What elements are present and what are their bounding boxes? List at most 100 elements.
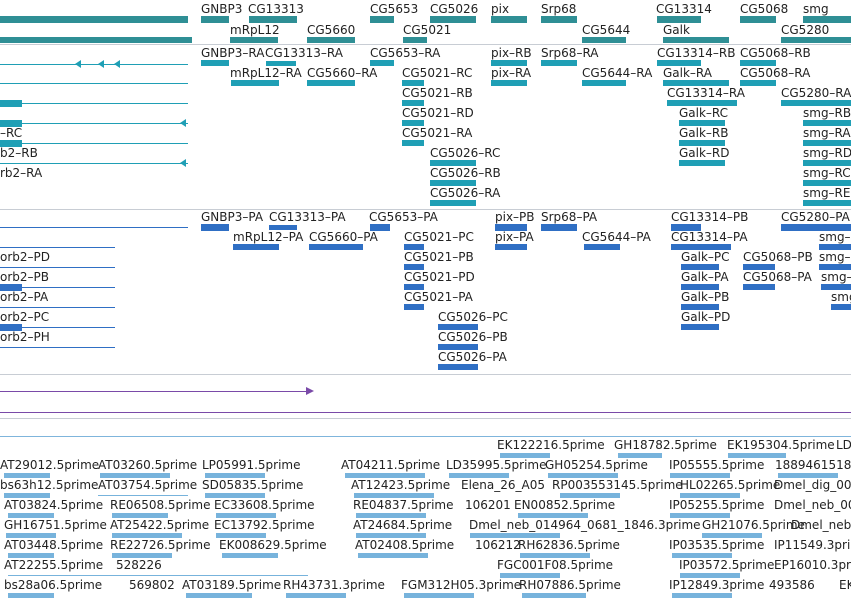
transcript-bar-smg-rd[interactable] [803, 160, 851, 166]
transcript-bar-mrpl12-ra[interactable] [231, 80, 279, 86]
protein-bar-cg5021-pc[interactable] [404, 244, 424, 250]
est-bar-54[interactable] [522, 593, 586, 598]
gene-label-cg5068[interactable]: CG5068 [740, 2, 789, 16]
protein-label-cg5660-pa[interactable]: CG5660–PA [309, 230, 378, 244]
protein-label-cg5021-pd[interactable]: CG5021–PD [404, 270, 475, 284]
transcript-label-cg5068-rb[interactable]: CG5068–RB [740, 46, 811, 60]
est-bar-46[interactable] [500, 573, 560, 578]
transcript-label-srp68-ra[interactable]: Srp68–RA [541, 46, 599, 60]
transcript-line-orb2-4[interactable] [0, 123, 188, 124]
est-label-39[interactable]: AT02408.5prime [355, 538, 455, 552]
gene-bar-orb2-lower[interactable] [0, 37, 192, 43]
est-label-42[interactable]: IP03535.5prime [669, 538, 765, 552]
protein-label-smg-2[interactable]: smg– [819, 250, 851, 264]
protein-label-orb2-pd[interactable]: orb2–PD [0, 250, 51, 264]
protein-line-orb2-6[interactable] [0, 327, 115, 328]
transcript-bar-galk-rc[interactable] [679, 120, 725, 126]
transcript-line-orb2-1[interactable] [0, 64, 188, 65]
protein-bar-smg-1[interactable] [819, 244, 851, 250]
transcript-label-smg-rc[interactable]: smg–RC [803, 166, 851, 180]
protein-bar-pix-pb[interactable] [495, 224, 527, 231]
est-label-29[interactable]: GH16751.5prime [4, 518, 107, 532]
feature-line-purple-2[interactable] [0, 412, 851, 413]
transcript-label-smg-ra[interactable]: smg–RA [803, 126, 851, 140]
protein-line-orb2-2[interactable] [0, 247, 115, 248]
gene-label-smg[interactable]: smg [803, 2, 829, 16]
est-bar-24[interactable] [356, 513, 426, 518]
est-label-9[interactable]: LD35995.5prime [446, 458, 547, 472]
transcript-exon-orb2-3[interactable] [0, 100, 22, 107]
est-label-17[interactable]: Elena_26_A05 [461, 478, 546, 492]
est-label-19[interactable]: HL02265.5prime [680, 478, 781, 492]
transcript-bar-cg5021-rb[interactable] [402, 100, 424, 106]
protein-label-cg13313-pa[interactable]: CG13313–PA [269, 210, 346, 224]
gene-bar-cg5653[interactable] [370, 16, 394, 23]
est-label-15[interactable]: SD05835.5prime [202, 478, 304, 492]
protein-label-galk-pa[interactable]: Galk–PA [681, 270, 729, 284]
protein-line-orb2-4[interactable] [0, 287, 115, 288]
transcript-bar-srp68-ra[interactable] [541, 60, 577, 66]
gene-bar-cg13313[interactable] [249, 16, 297, 23]
protein-bar-galk-pb[interactable] [681, 304, 719, 310]
est-label-37[interactable]: RE22726.5prime [110, 538, 211, 552]
protein-label-cg5653-pa[interactable]: CG5653–PA [369, 210, 438, 224]
protein-bar-srp68-pa[interactable] [541, 224, 577, 231]
protein-bar-cg13313-pa[interactable] [269, 225, 297, 230]
est-label-45[interactable]: 528226 [116, 558, 162, 572]
gene-bar-srp68[interactable] [541, 16, 577, 23]
est-label-27[interactable]: IP05255.5prime [669, 498, 765, 512]
est-bar-53[interactable] [404, 593, 474, 598]
protein-bar-pix-pa[interactable] [495, 244, 527, 250]
gene-label-cg5280[interactable]: CG5280 [781, 23, 830, 37]
protein-label-orb2-ph[interactable]: orb2–PH [0, 330, 50, 344]
protein-label-smg-3[interactable]: smg– [821, 270, 851, 284]
est-label-31[interactable]: EC13792.5prime [214, 518, 315, 532]
protein-bar-cg5021-pb[interactable] [404, 264, 424, 270]
transcript-bar-cg5068-rb[interactable] [740, 60, 776, 66]
est-bar-1[interactable] [500, 453, 550, 458]
protein-label-pix-pa[interactable]: pix–PA [495, 230, 534, 244]
protein-bar-cg5021-pa[interactable] [404, 304, 424, 310]
transcript-bar-cg13314-rb[interactable] [657, 60, 701, 66]
est-bar-7[interactable] [205, 473, 265, 478]
est-label-54[interactable]: RH07886.5prime [519, 578, 621, 592]
est-label-48[interactable]: EP16010.3prime [774, 558, 851, 572]
protein-bar-galk-pd[interactable] [681, 324, 719, 330]
transcript-label-pix-ra[interactable]: pix–RA [491, 66, 532, 80]
est-bar-42[interactable] [672, 553, 732, 558]
est-label-22[interactable]: RE06508.5prime [110, 498, 211, 512]
gene-bar-cg5068[interactable] [740, 16, 776, 23]
protein-label-orb2-pa[interactable]: orb2–PA [0, 290, 49, 304]
transcript-line-orb2-2[interactable] [0, 83, 188, 84]
est-bar-22[interactable] [112, 513, 168, 518]
est-bar-13[interactable] [4, 493, 50, 498]
gene-label-gnbp3[interactable]: GNBP3 [201, 2, 243, 16]
protein-label-galk-pc[interactable]: Galk–PC [681, 250, 730, 264]
est-label-5[interactable]: AT29012.5prime [0, 458, 100, 472]
est-bar-18[interactable] [560, 493, 620, 498]
est-label-16[interactable]: AT12423.5prime [351, 478, 451, 492]
est-label-28[interactable]: Dmel_neb_00 [774, 498, 851, 512]
est-bar-41[interactable] [520, 553, 590, 558]
transcript-bar-gnbp3-ra[interactable] [201, 60, 229, 66]
est-bar-9[interactable] [449, 473, 509, 478]
protein-bar-cg5660-pa[interactable] [309, 244, 363, 250]
transcript-bar-cg13314-ra[interactable] [667, 100, 737, 106]
est-bar-2[interactable] [618, 453, 662, 458]
protein-bar-cg5026-pa[interactable] [438, 364, 478, 370]
est-label-49[interactable]: bs28a06.5prime [4, 578, 103, 592]
transcript-bar-cg5021-rc[interactable] [402, 80, 424, 86]
transcript-label-cg5021-rb[interactable]: CG5021–RB [402, 86, 473, 100]
transcript-label-cg5021-rc[interactable]: CG5021–RC [402, 66, 473, 80]
est-bar-31[interactable] [216, 533, 266, 538]
est-bar-47[interactable] [680, 573, 740, 578]
est-label-34[interactable]: GH21076.5prime [702, 518, 805, 532]
transcript-bar-cg5644-ra[interactable] [582, 80, 626, 86]
transcript-label-b2-rb[interactable]: b2–RB [0, 146, 38, 160]
est-bar-12[interactable] [778, 473, 838, 478]
gene-bar-pix[interactable] [491, 16, 527, 23]
transcript-label-cg5653-ra[interactable]: CG5653–RA [370, 46, 441, 60]
est-label-10[interactable]: GH05254.5prime [545, 458, 648, 472]
transcript-bar-cg5021-rd[interactable] [402, 120, 424, 126]
transcript-label-galk-rc[interactable]: Galk–RC [679, 106, 729, 120]
